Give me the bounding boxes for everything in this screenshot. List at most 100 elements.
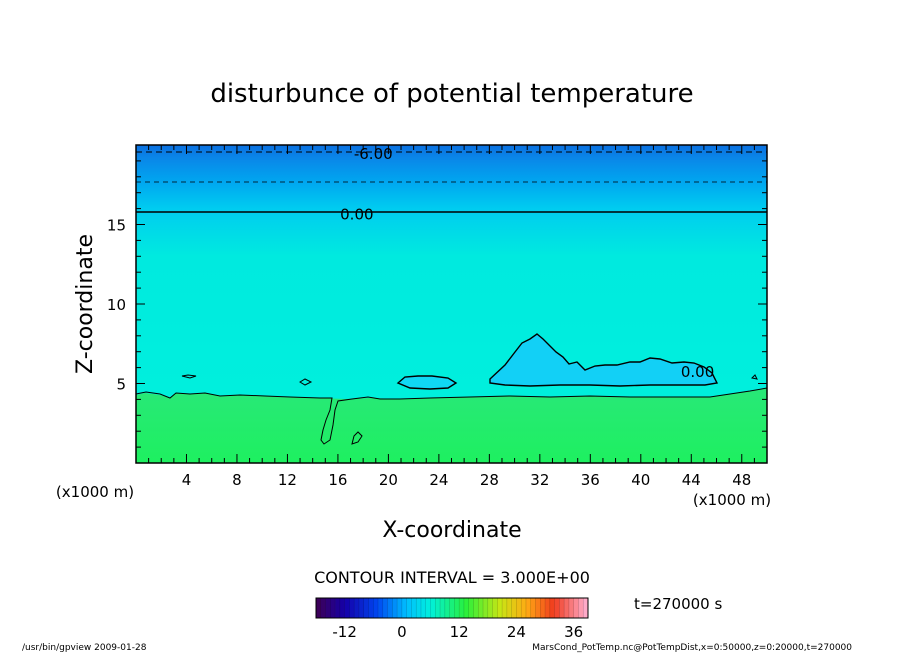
colorbar-tick-label: 0	[397, 623, 407, 641]
colorbar-swatch	[316, 598, 322, 618]
colorbar-swatch	[435, 598, 441, 618]
colorbar-swatch	[521, 598, 527, 618]
colorbar-swatch	[525, 598, 532, 618]
time-label: t=270000 s	[634, 595, 722, 613]
x-tick-label: 44	[682, 471, 701, 489]
colorbar-swatch	[478, 598, 484, 618]
colorbar-swatch	[358, 598, 365, 618]
colorbar	[315, 598, 589, 618]
colorbar-swatch	[444, 598, 450, 618]
x-tick-label: 36	[581, 471, 600, 489]
x-axis-label: X-coordinate	[382, 518, 521, 543]
colorbar-swatch	[530, 598, 536, 618]
colorbar-swatch	[401, 598, 407, 618]
colorbar-swatch	[339, 598, 345, 618]
colorbar-swatch	[559, 598, 565, 618]
colorbar-tick-label: 24	[507, 623, 526, 641]
contour-speck-3	[351, 431, 363, 445]
contour-speck-4	[750, 374, 758, 380]
contour-speck-2	[299, 378, 313, 386]
colorbar-swatch	[492, 598, 498, 618]
colorbar-ticks: -12 0 12 24 36	[332, 623, 583, 641]
footer-left: /usr/bin/gpview 2009-01-28	[22, 643, 147, 653]
colorbar-swatch	[468, 598, 474, 618]
colorbar-swatch	[502, 598, 508, 618]
colorbar-swatch	[325, 598, 331, 618]
x-tick-label: 4	[182, 471, 192, 489]
colorbar-tick-label: 36	[564, 623, 583, 641]
colorbar-swatch	[545, 598, 551, 618]
colorbar-swatch	[516, 598, 522, 618]
heatmap-field	[136, 145, 767, 463]
colorbar-swatch	[320, 598, 326, 618]
colorbar-swatch	[416, 598, 422, 618]
x-tick-labels: 4 8 12 16 20 24 28 32 36 40 44 48	[182, 471, 752, 489]
contour-label-layer: -6.00 0.00 0.00	[340, 145, 714, 381]
contour-blob-large	[489, 333, 719, 387]
colorbar-swatch	[440, 598, 446, 618]
x-tick-label: 48	[732, 471, 751, 489]
colorbar-swatch	[378, 598, 384, 618]
colorbar-swatch	[497, 598, 503, 618]
x-unit-right: (x1000 m)	[693, 491, 771, 509]
colorbar-swatch	[411, 598, 417, 618]
cold-blob-small	[398, 376, 456, 389]
colorbar-swatch	[354, 598, 360, 618]
contour-label: 0.00	[681, 363, 714, 381]
colorbar-swatch	[349, 598, 355, 618]
colorbar-tick-label: -12	[332, 623, 357, 641]
low-layer-region	[136, 388, 767, 463]
colorbar-swatch	[363, 598, 369, 618]
contour-label: 0.00	[340, 205, 373, 223]
colorbar-swatch	[487, 598, 493, 618]
contour-speck-1	[181, 374, 197, 379]
colorbar-swatch	[392, 598, 398, 618]
contour-lines	[135, 151, 768, 445]
x-tick-label: 8	[232, 471, 242, 489]
colorbar-swatch	[549, 598, 555, 618]
x-tick-label: 40	[631, 471, 650, 489]
x-unit-left: (x1000 m)	[56, 483, 134, 501]
colorbar-tick-label: 12	[450, 623, 469, 641]
x-tick-label: 32	[530, 471, 549, 489]
colorbar-swatch	[535, 598, 541, 618]
colorbar-swatch	[568, 598, 574, 618]
cold-blob-large	[490, 334, 717, 386]
contour-label: -6.00	[354, 145, 393, 163]
contour-blob-small	[396, 375, 458, 390]
y-tick-label: 10	[107, 296, 126, 314]
colorbar-swatch	[483, 598, 489, 618]
colorbar-swatch	[387, 598, 393, 618]
colorbar-swatch	[344, 598, 350, 618]
tick-layer	[136, 145, 767, 463]
colorbar-swatch	[540, 598, 546, 618]
colorbar-swatch	[473, 598, 479, 618]
colorbar-swatch	[564, 598, 570, 618]
colorbar-swatch	[368, 598, 374, 618]
colorbar-swatch	[506, 598, 512, 618]
colorbar-swatch	[373, 598, 379, 618]
x-tick-label: 20	[379, 471, 398, 489]
colorbar-swatch	[425, 598, 431, 618]
colorbar-swatch	[554, 598, 560, 618]
colorbar-swatch	[459, 598, 465, 618]
colorbar-swatch	[330, 598, 336, 618]
colorbar-swatch	[583, 598, 589, 618]
colorbar-swatch	[511, 598, 517, 618]
x-tick-label: 24	[429, 471, 448, 489]
colorbar-swatch	[430, 598, 436, 618]
x-tick-label: 12	[278, 471, 297, 489]
colorbar-swatch	[397, 598, 403, 618]
x-tick-label: 16	[328, 471, 347, 489]
contour-zero-lower	[135, 387, 768, 445]
colorbar-swatch	[406, 598, 412, 618]
colorbar-swatch	[449, 598, 455, 618]
contour-interval-text: CONTOUR INTERVAL = 3.000E+00	[314, 568, 590, 587]
chart-title: disturbunce of potential temperature	[210, 79, 693, 109]
footer-right: MarsCond_PotTemp.nc@PotTempDist,x=0:5000…	[532, 643, 852, 653]
y-tick-labels: 5 10 15	[107, 217, 126, 394]
colorbar-swatch	[382, 598, 388, 618]
colorbar-swatch	[463, 598, 470, 618]
colorbar-frame	[315, 597, 589, 619]
